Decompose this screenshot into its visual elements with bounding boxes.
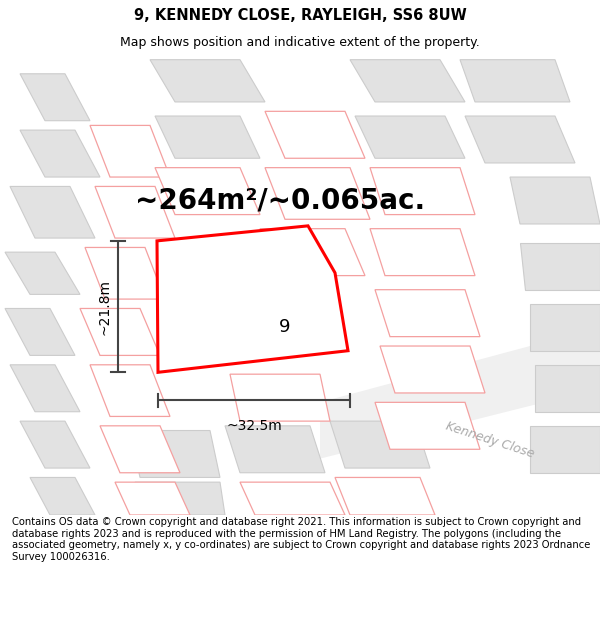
- Polygon shape: [520, 242, 600, 290]
- Polygon shape: [460, 60, 570, 102]
- Polygon shape: [90, 126, 170, 177]
- Text: Kennedy Close: Kennedy Close: [444, 419, 536, 461]
- Polygon shape: [5, 309, 75, 356]
- Polygon shape: [95, 186, 175, 238]
- Polygon shape: [375, 290, 480, 337]
- Polygon shape: [230, 374, 330, 421]
- Polygon shape: [20, 421, 90, 468]
- Polygon shape: [155, 116, 260, 158]
- Polygon shape: [335, 478, 435, 515]
- Polygon shape: [530, 304, 600, 351]
- Polygon shape: [130, 431, 220, 478]
- Text: ~32.5m: ~32.5m: [226, 419, 282, 433]
- Polygon shape: [225, 426, 325, 472]
- Polygon shape: [260, 229, 365, 276]
- Polygon shape: [240, 482, 345, 515]
- Text: 9, KENNEDY CLOSE, RAYLEIGH, SS6 8UW: 9, KENNEDY CLOSE, RAYLEIGH, SS6 8UW: [134, 8, 466, 23]
- Polygon shape: [380, 346, 485, 393]
- Polygon shape: [370, 168, 475, 214]
- Polygon shape: [10, 365, 80, 412]
- Polygon shape: [20, 74, 90, 121]
- Polygon shape: [330, 421, 430, 468]
- Polygon shape: [375, 402, 480, 449]
- Polygon shape: [510, 177, 600, 224]
- Polygon shape: [320, 328, 600, 459]
- Polygon shape: [157, 226, 348, 372]
- Text: Contains OS data © Crown copyright and database right 2021. This information is : Contains OS data © Crown copyright and d…: [12, 518, 590, 562]
- Polygon shape: [355, 116, 465, 158]
- Polygon shape: [370, 229, 475, 276]
- Polygon shape: [115, 482, 190, 515]
- Polygon shape: [20, 130, 100, 177]
- Text: 9: 9: [279, 318, 291, 336]
- Polygon shape: [155, 168, 260, 214]
- Text: ~21.8m: ~21.8m: [97, 279, 111, 334]
- Polygon shape: [30, 478, 95, 515]
- Polygon shape: [135, 482, 225, 515]
- Polygon shape: [150, 60, 265, 102]
- Polygon shape: [265, 168, 370, 219]
- Polygon shape: [530, 426, 600, 472]
- Polygon shape: [350, 60, 465, 102]
- Polygon shape: [90, 365, 170, 416]
- Polygon shape: [265, 111, 365, 158]
- Polygon shape: [465, 116, 575, 163]
- Polygon shape: [10, 186, 95, 238]
- Text: ~264m²/~0.065ac.: ~264m²/~0.065ac.: [135, 186, 425, 214]
- Polygon shape: [85, 248, 165, 299]
- Polygon shape: [100, 426, 180, 472]
- Polygon shape: [80, 309, 160, 356]
- Polygon shape: [535, 365, 600, 412]
- Polygon shape: [5, 252, 80, 294]
- Text: Map shows position and indicative extent of the property.: Map shows position and indicative extent…: [120, 36, 480, 49]
